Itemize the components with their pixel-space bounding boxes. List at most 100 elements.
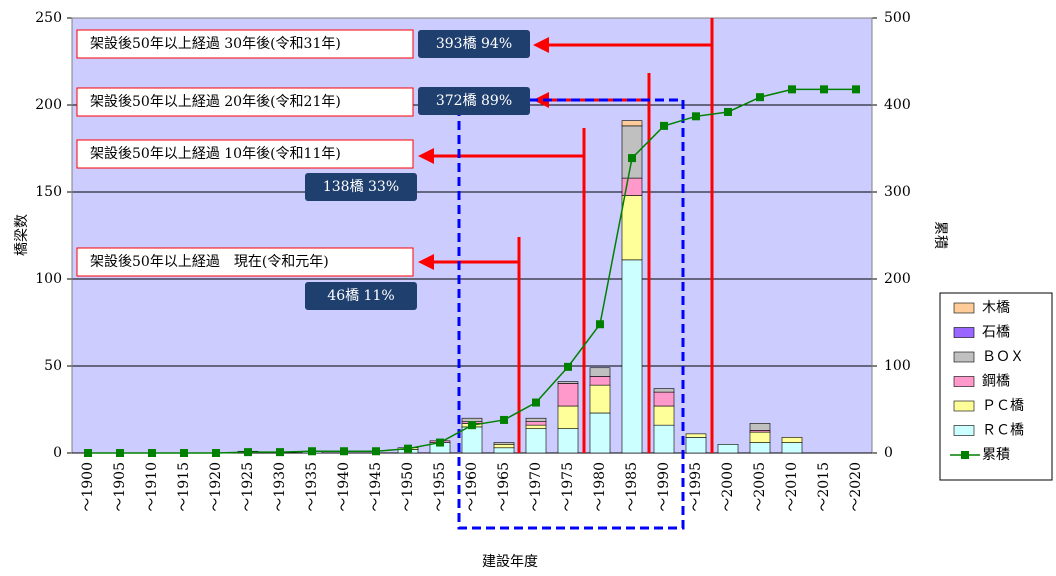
bar-segment bbox=[589, 367, 611, 377]
bar-segment bbox=[653, 388, 675, 393]
legend-swatch bbox=[953, 400, 975, 412]
y-axis-label: 橋梁数 bbox=[14, 214, 30, 256]
x-tick-label: ～1940 bbox=[336, 462, 352, 512]
legend-label: ＲＣ橋 bbox=[982, 423, 1024, 439]
legend-label: 石橋 bbox=[982, 325, 1010, 341]
x-axis-label: 建設年度 bbox=[482, 554, 538, 570]
bar-segment bbox=[749, 423, 771, 431]
line-marker bbox=[180, 449, 188, 457]
x-tick-label: ～1965 bbox=[496, 462, 512, 512]
line-marker bbox=[404, 444, 412, 453]
bar-segment bbox=[717, 443, 739, 454]
bar-segment bbox=[525, 424, 547, 429]
legend-label: 累積 bbox=[982, 447, 1010, 463]
bar-segment bbox=[621, 259, 643, 454]
x-tick-label: ～1995 bbox=[688, 462, 704, 512]
line-marker bbox=[372, 447, 380, 456]
arrow-head bbox=[533, 37, 549, 53]
line-marker bbox=[756, 93, 764, 102]
bar-segment bbox=[493, 447, 515, 454]
bar-segment bbox=[685, 437, 707, 454]
annotation-label-box bbox=[305, 173, 417, 201]
annotation-box bbox=[76, 29, 414, 59]
line-marker bbox=[212, 449, 220, 457]
bar-segment bbox=[525, 428, 547, 454]
arrow-head bbox=[418, 148, 434, 164]
line-marker bbox=[820, 85, 828, 94]
x-tick-label: ～1900 bbox=[80, 462, 96, 512]
x-tick-label: ～2010 bbox=[784, 462, 800, 512]
x-tick-label: ～2020 bbox=[848, 462, 864, 512]
legend-label: 鋼橋 bbox=[982, 374, 1010, 390]
bar-segment bbox=[493, 442, 515, 445]
bar-segment bbox=[621, 195, 643, 261]
y-tick-label: 150 bbox=[35, 184, 62, 200]
bar-segment bbox=[781, 442, 803, 454]
bar-segment bbox=[557, 405, 579, 429]
bar-segment bbox=[749, 442, 771, 454]
legend-label: ＢＯＸ bbox=[982, 349, 1024, 365]
line-marker bbox=[468, 421, 476, 430]
y-tick-label: 50 bbox=[44, 358, 62, 374]
bar-segment bbox=[621, 120, 643, 127]
x-tick-label: ～1930 bbox=[272, 462, 288, 512]
legend-swatch bbox=[953, 351, 975, 363]
line-marker bbox=[500, 415, 508, 424]
annotation-label: 138橋 33% bbox=[323, 179, 399, 195]
line-marker bbox=[596, 320, 604, 329]
y-tick-label: 200 bbox=[35, 97, 62, 113]
line-marker bbox=[436, 438, 444, 447]
line-marker bbox=[276, 448, 284, 457]
legend-label: ＰＣ橋 bbox=[982, 398, 1024, 414]
line-marker bbox=[564, 362, 572, 371]
arrow-head bbox=[533, 92, 549, 108]
y2-axis-label: 累積 bbox=[932, 221, 948, 249]
x-tick-label: ～2005 bbox=[752, 462, 768, 512]
highlight-box bbox=[457, 98, 685, 530]
plot-area bbox=[72, 18, 872, 453]
bar-segment bbox=[557, 383, 579, 407]
x-tick-label: ～1970 bbox=[528, 462, 544, 512]
annotation-box bbox=[76, 247, 414, 277]
x-tick-label: ～1905 bbox=[112, 462, 128, 512]
bar-segment bbox=[781, 437, 803, 443]
y-tick-label: 100 bbox=[35, 271, 62, 287]
line-marker bbox=[852, 85, 860, 94]
legend-label: 木橋 bbox=[982, 300, 1010, 316]
annotation-label-box bbox=[305, 282, 417, 310]
y2-tick-label: 0 bbox=[884, 445, 893, 461]
legend-swatch bbox=[953, 425, 975, 436]
line-marker bbox=[308, 447, 316, 456]
annotation-text: 架設後50年以上経過 30年後(令和31年) bbox=[90, 36, 341, 52]
line-marker bbox=[532, 398, 540, 407]
y2-tick-label: 100 bbox=[884, 358, 911, 374]
x-tick-label: ～1985 bbox=[624, 462, 640, 512]
x-tick-label: ～1925 bbox=[240, 462, 256, 512]
annotation-label-box bbox=[418, 30, 530, 58]
x-tick-label: ～1960 bbox=[464, 462, 480, 512]
legend-swatch bbox=[953, 376, 975, 387]
x-tick-label: ～1950 bbox=[400, 462, 416, 512]
line-marker bbox=[116, 449, 124, 457]
bar-segment bbox=[525, 421, 547, 426]
bar-segment bbox=[589, 412, 611, 454]
line-marker bbox=[628, 154, 636, 163]
bar-segment bbox=[589, 376, 611, 386]
bar-segment bbox=[653, 391, 675, 407]
annotation-text: 架設後50年以上経過 10年後(令和11年) bbox=[90, 146, 341, 162]
bar-segment bbox=[589, 384, 611, 414]
x-tick-label: ～1915 bbox=[176, 462, 192, 512]
bar-segment bbox=[685, 433, 707, 438]
y-tick-label: 250 bbox=[35, 10, 62, 26]
y2-tick-label: 200 bbox=[884, 271, 911, 287]
line-marker bbox=[148, 449, 156, 457]
x-tick-label: ～1945 bbox=[368, 462, 384, 512]
x-tick-label: ～1955 bbox=[432, 462, 448, 512]
y2-tick-label: 500 bbox=[884, 10, 911, 26]
line-marker bbox=[724, 107, 732, 116]
x-tick-label: ～1975 bbox=[560, 462, 576, 512]
line-marker bbox=[244, 448, 252, 457]
arrow-head bbox=[418, 254, 434, 270]
